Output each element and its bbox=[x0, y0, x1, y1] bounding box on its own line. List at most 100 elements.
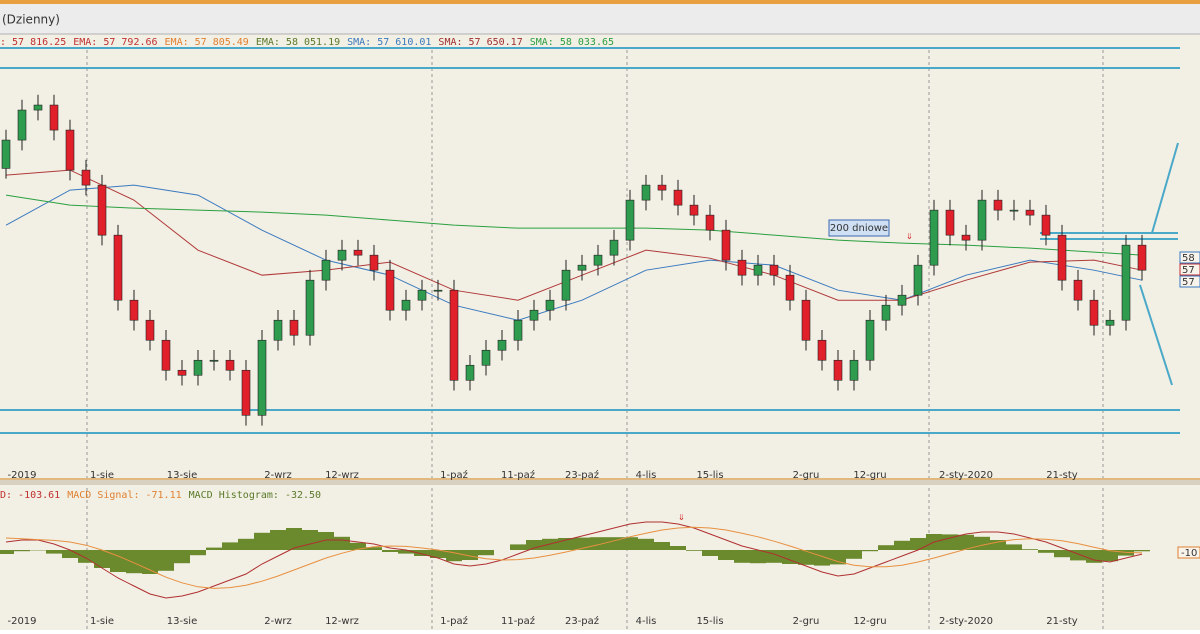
x-tick-label: 23-paź bbox=[565, 615, 599, 627]
x-tick-label: 15-lis bbox=[696, 616, 723, 627]
candle-body bbox=[1058, 235, 1066, 280]
candle-body bbox=[1122, 245, 1130, 320]
candle-body bbox=[1074, 280, 1082, 300]
x-tick-label: 11-paź bbox=[501, 615, 535, 627]
histogram-bar bbox=[302, 530, 318, 550]
candle-body bbox=[850, 360, 858, 380]
candle-body bbox=[162, 340, 170, 370]
histogram-bar bbox=[254, 533, 270, 550]
histogram-bar bbox=[62, 550, 78, 558]
candle-body bbox=[354, 250, 362, 255]
candle-body bbox=[690, 205, 698, 215]
candle-body bbox=[786, 275, 794, 300]
candle-body bbox=[594, 255, 602, 265]
candle-body bbox=[562, 270, 570, 300]
x-tick-label: 13-sie bbox=[167, 616, 197, 627]
histogram-bar bbox=[110, 550, 126, 572]
candle-body bbox=[274, 320, 282, 340]
histogram-bar bbox=[190, 550, 206, 555]
x-tick-label: 15-lis bbox=[696, 470, 723, 481]
arrow: ⇓ bbox=[906, 229, 913, 242]
candle-body bbox=[258, 340, 266, 415]
histogram-bar bbox=[238, 539, 254, 550]
x-tick-label: 2-sty-2020 bbox=[939, 470, 993, 481]
legend-entry: EMA: 57 792.66 bbox=[73, 37, 157, 48]
x-tick-label: 21-sty bbox=[1046, 470, 1077, 481]
candle-body bbox=[498, 340, 506, 350]
histogram-bar bbox=[798, 550, 814, 565]
x-tick-label: 2-gru bbox=[793, 470, 820, 481]
candle-body bbox=[994, 200, 1002, 210]
candle-body bbox=[434, 290, 442, 291]
candle-body bbox=[802, 300, 810, 340]
price-tag: 57 bbox=[1182, 265, 1195, 276]
x-tick-label: 21-sty bbox=[1046, 616, 1077, 627]
histogram-bar bbox=[910, 538, 926, 550]
histogram-bar bbox=[1054, 550, 1070, 557]
histogram-bar bbox=[894, 541, 910, 550]
candle-body bbox=[642, 185, 650, 200]
candle-body bbox=[1138, 245, 1146, 270]
x-tick-label: 11-paź bbox=[501, 469, 535, 481]
candle-body bbox=[706, 215, 714, 230]
candle-body bbox=[338, 250, 346, 260]
histogram-bar bbox=[78, 550, 94, 563]
histogram-bar bbox=[478, 550, 494, 555]
x-tick-label: 12-gru bbox=[853, 616, 886, 627]
x-tick-label: -2019 bbox=[7, 470, 36, 481]
histogram-bar bbox=[334, 537, 350, 550]
x-tick-label: 12-wrz bbox=[325, 616, 359, 627]
legend-entry: D: -103.61 bbox=[0, 490, 60, 501]
histogram-bar bbox=[734, 550, 750, 563]
candle-body bbox=[450, 290, 458, 380]
histogram-bar bbox=[686, 550, 702, 551]
candle-body bbox=[466, 365, 474, 380]
x-tick-label: 2-gru bbox=[793, 616, 820, 627]
x-tick-label: 23-paź bbox=[565, 469, 599, 481]
histogram-bar bbox=[654, 542, 670, 550]
window-title: (Dzienny) bbox=[2, 13, 60, 27]
candle-body bbox=[1090, 300, 1098, 325]
candle-body bbox=[882, 305, 890, 320]
candle-body bbox=[546, 300, 554, 310]
price-tag: 57 bbox=[1182, 277, 1195, 288]
histogram-bar bbox=[862, 550, 878, 551]
candle-body bbox=[530, 310, 538, 320]
candle-body bbox=[2, 140, 10, 168]
candle-body bbox=[1010, 210, 1018, 211]
histogram-bar bbox=[1134, 550, 1150, 551]
histogram-bar bbox=[0, 550, 14, 554]
top-border bbox=[0, 0, 1200, 4]
histogram-bar bbox=[702, 550, 718, 556]
candle-body bbox=[978, 200, 986, 240]
x-tick-label: -2019 bbox=[7, 616, 36, 627]
candle-body bbox=[674, 190, 682, 205]
candle-body bbox=[418, 290, 426, 300]
candle-body bbox=[290, 320, 298, 335]
candle-body bbox=[50, 105, 58, 130]
candle-body bbox=[66, 130, 74, 170]
x-tick-label: 1-sie bbox=[90, 616, 114, 627]
histogram-bar bbox=[222, 542, 238, 550]
histogram-bar bbox=[1022, 549, 1038, 550]
candle-body bbox=[818, 340, 826, 360]
price-tag: -10 bbox=[1181, 548, 1197, 559]
histogram-bar bbox=[974, 537, 990, 550]
histogram-bar bbox=[126, 550, 142, 573]
candle-body bbox=[98, 185, 106, 235]
legend-entry: MACD Histogram: -32.50 bbox=[189, 490, 321, 501]
x-tick-label: 1-paź bbox=[440, 469, 468, 481]
histogram-bar bbox=[382, 550, 398, 552]
x-tick-label: 1-sie bbox=[90, 470, 114, 481]
candle-body bbox=[226, 360, 234, 370]
candle-body bbox=[242, 370, 250, 415]
legend-entry: EMA: 57 805.49 bbox=[165, 37, 249, 48]
x-tick-label: 2-wrz bbox=[264, 616, 292, 627]
candle-body bbox=[738, 260, 746, 275]
x-tick-label: 13-sie bbox=[167, 470, 197, 481]
histogram-bar bbox=[830, 550, 846, 564]
histogram-bar bbox=[1038, 550, 1054, 553]
